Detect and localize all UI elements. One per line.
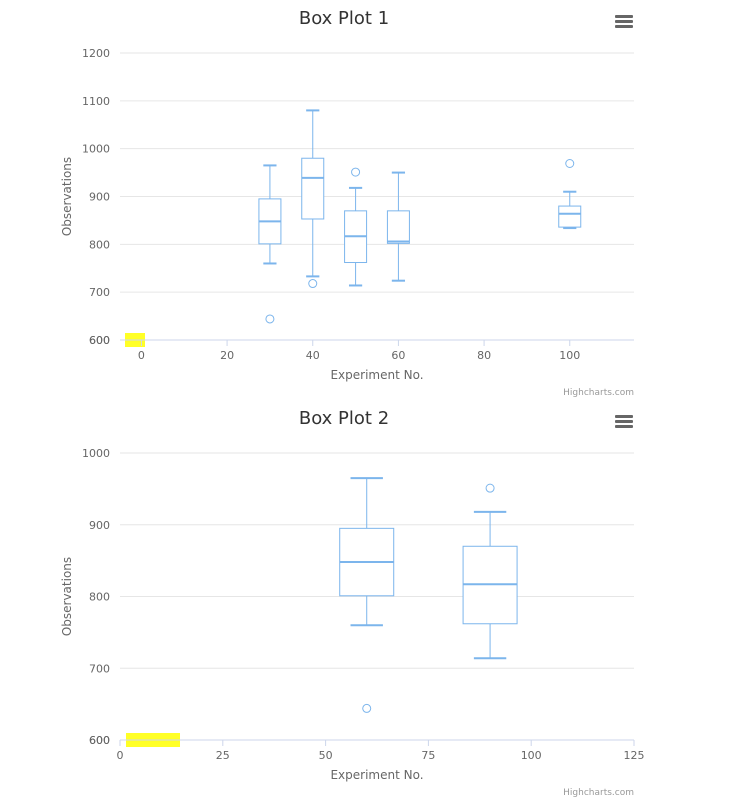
- chart-title: Box Plot 2: [299, 408, 389, 429]
- y-tick-label: 900: [89, 191, 110, 204]
- x-tick-label: 40: [306, 349, 320, 362]
- box-plot-box[interactable]: [339, 477, 395, 627]
- y-tick-label: 600: [89, 334, 110, 347]
- y-tick-label: 800: [89, 591, 110, 604]
- outlier-point[interactable]: [351, 167, 361, 177]
- y-tick-label: 1000: [82, 143, 110, 156]
- y-tick-label: 800: [89, 238, 110, 251]
- y-tick-label: 1000: [82, 447, 110, 460]
- hamburger-menu-icon[interactable]: [615, 15, 633, 28]
- box-plot-box[interactable]: [301, 109, 325, 278]
- box-plot-box[interactable]: [258, 164, 282, 265]
- y-axis-title: Observations: [60, 157, 74, 236]
- x-tick-label: 100: [559, 349, 580, 362]
- x-tick-label: 0: [138, 349, 145, 362]
- menu-icon-bar: [615, 415, 633, 418]
- y-tick-label: 1100: [82, 95, 110, 108]
- menu-icon-bar: [615, 20, 633, 23]
- box-body: [558, 205, 582, 228]
- y-tick-label: 700: [89, 286, 110, 299]
- y-tick-label: 700: [89, 662, 110, 675]
- y-tick-label-bottom: 600: [89, 734, 110, 747]
- outlier-point[interactable]: [485, 483, 495, 493]
- box-plot-2-chart: Box Plot 2 600 700 800 900 1000 600 0 25 50 75 100 1…: [0, 400, 733, 800]
- box-plot-box[interactable]: [462, 510, 518, 660]
- outlier-point[interactable]: [565, 158, 575, 168]
- box-plot-box[interactable]: [344, 186, 368, 287]
- highcharts-credits-link[interactable]: Highcharts.com: [563, 788, 634, 798]
- outlier-point[interactable]: [362, 703, 372, 713]
- y-tick-label: 1200: [82, 47, 110, 60]
- box-plot-box[interactable]: [558, 190, 582, 230]
- hamburger-menu-icon[interactable]: [615, 415, 633, 428]
- y-tick-label: 600: [89, 734, 110, 747]
- y-axis-title: Observations: [60, 557, 74, 636]
- menu-icon-bar: [615, 425, 633, 428]
- x-tick-label: 50: [319, 749, 333, 762]
- y-tick-label-bottom: 600: [89, 334, 110, 347]
- box-body: [386, 210, 410, 244]
- x-tick-label: 25: [216, 749, 230, 762]
- x-tick-label: 125: [624, 749, 645, 762]
- x-tick-label: 100: [521, 749, 542, 762]
- outlier-point[interactable]: [308, 279, 318, 289]
- box-plot-1-chart: Box Plot 1 600 700 800 900 1000 1100 1200 600 0 20…: [60, 8, 634, 398]
- x-axis-title: Experiment No.: [330, 768, 423, 782]
- x-tick-label: 0: [117, 749, 124, 762]
- x-tick-label: 75: [421, 749, 435, 762]
- menu-icon-bar: [615, 15, 633, 18]
- outlier-point[interactable]: [265, 314, 275, 324]
- box-body: [301, 157, 325, 220]
- chart-title: Box Plot 1: [299, 8, 389, 29]
- x-axis-title: Experiment No.: [330, 368, 423, 382]
- x-tick-label: 60: [391, 349, 405, 362]
- y-tick-label: 900: [89, 519, 110, 532]
- x-tick-label: 20: [220, 349, 234, 362]
- menu-icon-bar: [615, 420, 633, 423]
- highcharts-credits-link[interactable]: Highcharts.com: [563, 388, 634, 398]
- x-tick-label: 80: [477, 349, 491, 362]
- menu-icon-bar: [615, 25, 633, 28]
- box-plot-box[interactable]: [386, 171, 410, 282]
